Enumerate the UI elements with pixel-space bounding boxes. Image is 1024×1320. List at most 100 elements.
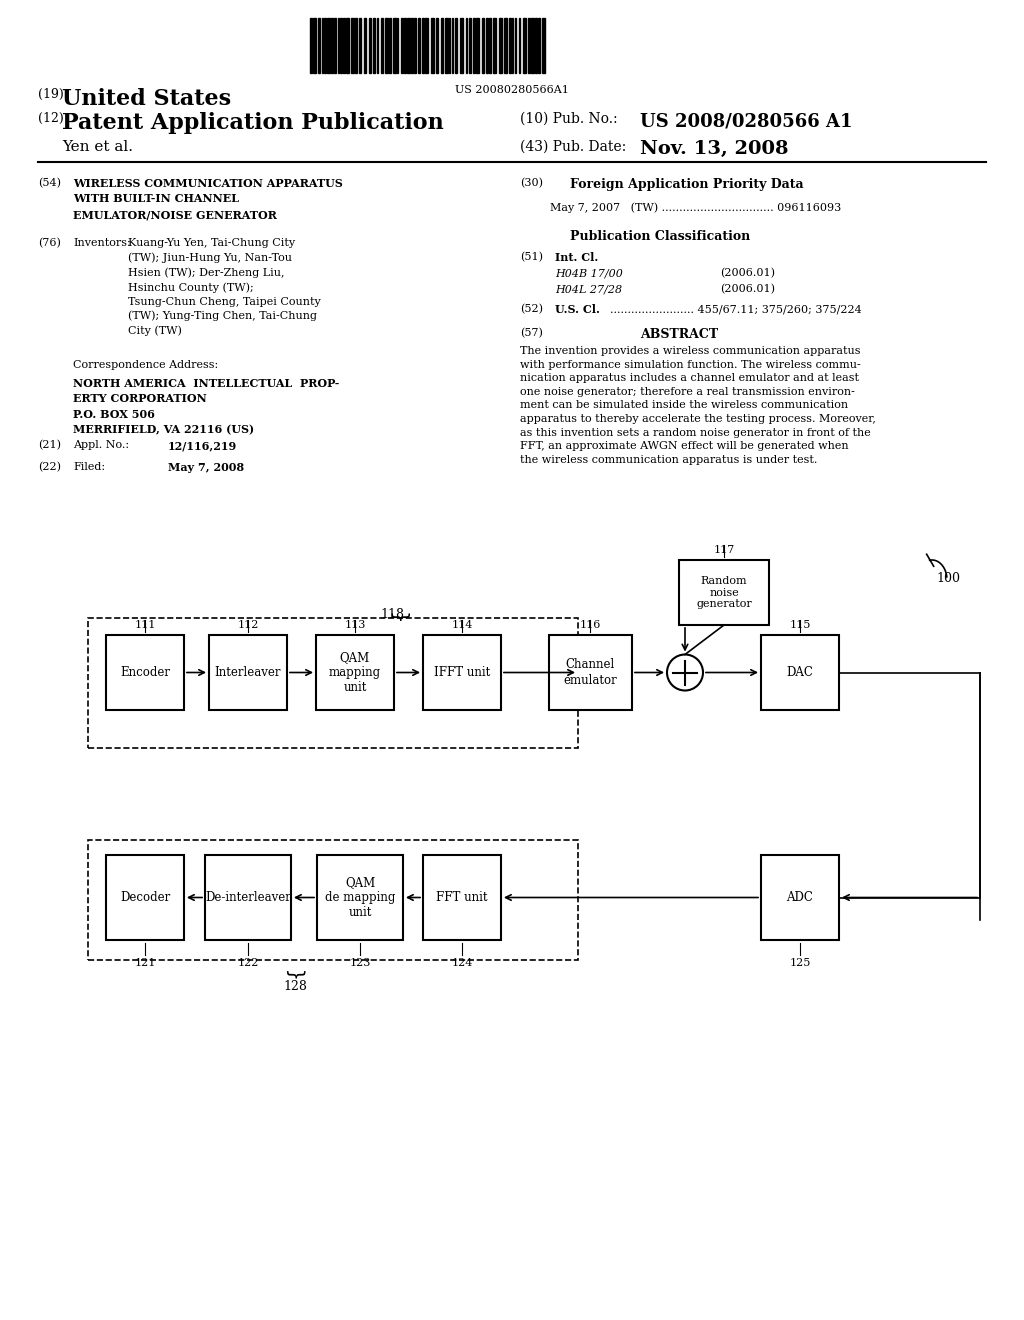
Text: (30): (30) (520, 178, 543, 189)
Text: (2006.01): (2006.01) (720, 284, 775, 294)
Bar (331, 18, 333, 73)
Text: Patent Application Publication: Patent Application Publication (62, 112, 443, 135)
Text: (10) Pub. No.:: (10) Pub. No.: (520, 112, 617, 125)
Text: Nov. 13, 2008: Nov. 13, 2008 (640, 140, 788, 158)
Bar (418, 18, 420, 73)
Text: Encoder: Encoder (120, 667, 170, 678)
Text: 100: 100 (936, 572, 961, 585)
Text: {: { (286, 966, 304, 978)
Bar (88, 840, 578, 960)
Bar (481, 18, 484, 73)
Bar (493, 18, 496, 73)
Text: (21): (21) (38, 440, 61, 450)
Bar (455, 18, 457, 73)
Bar (403, 18, 406, 73)
Bar (679, 560, 769, 624)
Text: ........................ 455/67.11; 375/260; 375/224: ........................ 455/67.11; 375/… (610, 304, 862, 314)
Text: US 2008/0280566 A1: US 2008/0280566 A1 (640, 112, 853, 129)
Text: 118: 118 (380, 609, 404, 620)
Text: Decoder: Decoder (120, 891, 170, 904)
Bar (436, 18, 438, 73)
Bar (549, 635, 632, 710)
Bar (430, 18, 433, 73)
Text: May 7, 2008: May 7, 2008 (168, 462, 244, 473)
Bar (523, 18, 525, 73)
Text: US 20080280566A1: US 20080280566A1 (455, 84, 569, 95)
Text: H04B 17/00: H04B 17/00 (555, 268, 623, 279)
Text: 124: 124 (452, 958, 473, 968)
Text: ADC: ADC (786, 891, 813, 904)
Text: IFFT unit: IFFT unit (434, 667, 490, 678)
Bar (460, 18, 463, 73)
Text: FFT unit: FFT unit (436, 891, 487, 904)
Bar (106, 855, 184, 940)
Bar (209, 635, 287, 710)
Text: (54): (54) (38, 178, 61, 189)
Text: Publication Classification: Publication Classification (570, 230, 751, 243)
Bar (425, 18, 428, 73)
Text: 113: 113 (344, 620, 366, 630)
Text: QAM
de mapping
unit: QAM de mapping unit (325, 876, 395, 919)
Text: 114: 114 (452, 620, 473, 630)
Text: QAM
mapping
unit: QAM mapping unit (329, 651, 381, 694)
Text: Appl. No.:: Appl. No.: (73, 440, 129, 450)
Bar (313, 18, 315, 73)
Text: 122: 122 (238, 958, 259, 968)
Bar (358, 18, 360, 73)
Bar (469, 18, 471, 73)
Text: (51): (51) (520, 252, 543, 263)
Bar (761, 855, 839, 940)
Text: Foreign Application Priority Data: Foreign Application Priority Data (570, 178, 804, 191)
Text: 115: 115 (790, 620, 811, 630)
Bar (392, 18, 395, 73)
Text: U.S. Cl.: U.S. Cl. (555, 304, 600, 315)
Bar (445, 18, 447, 73)
Bar (354, 18, 357, 73)
Bar (414, 18, 416, 73)
Text: (57): (57) (520, 327, 543, 338)
Text: (19): (19) (38, 88, 63, 102)
Bar (401, 18, 402, 73)
Bar (422, 18, 424, 73)
Bar (385, 18, 387, 73)
Bar (345, 18, 348, 73)
Text: 125: 125 (790, 958, 811, 968)
Bar (509, 18, 511, 73)
Text: (22): (22) (38, 462, 61, 473)
Bar (316, 635, 394, 710)
Bar (407, 18, 410, 73)
Bar (106, 635, 184, 710)
Bar (327, 18, 330, 73)
Bar (538, 18, 540, 73)
Text: H04L 27/28: H04L 27/28 (555, 284, 623, 294)
Bar (535, 18, 537, 73)
Text: The invention provides a wireless communication apparatus
with performance simul: The invention provides a wireless commun… (520, 346, 876, 465)
Bar (542, 18, 545, 73)
Text: (43) Pub. Date:: (43) Pub. Date: (520, 140, 627, 154)
Bar (530, 18, 534, 73)
Text: De-interleaver: De-interleaver (205, 891, 291, 904)
Text: }: } (388, 611, 407, 624)
Bar (88, 618, 578, 748)
Text: Random
noise
generator: Random noise generator (696, 576, 752, 609)
Text: ABSTRACT: ABSTRACT (640, 327, 718, 341)
Bar (334, 18, 336, 73)
Bar (396, 18, 398, 73)
Text: Yen et al.: Yen et al. (62, 140, 133, 154)
Bar (205, 855, 291, 940)
Bar (373, 18, 375, 73)
Bar (388, 18, 391, 73)
Text: Filed:: Filed: (73, 462, 105, 473)
Bar (369, 18, 371, 73)
Text: 121: 121 (134, 958, 156, 968)
Bar (499, 18, 502, 73)
Text: Inventors:: Inventors: (73, 238, 131, 248)
Text: Interleaver: Interleaver (215, 667, 282, 678)
Bar (324, 18, 326, 73)
Bar (423, 855, 501, 940)
Bar (472, 18, 474, 73)
Text: 112: 112 (238, 620, 259, 630)
Text: (12): (12) (38, 112, 63, 125)
Text: 12/116,219: 12/116,219 (168, 440, 238, 451)
Text: Channel
emulator: Channel emulator (563, 659, 616, 686)
